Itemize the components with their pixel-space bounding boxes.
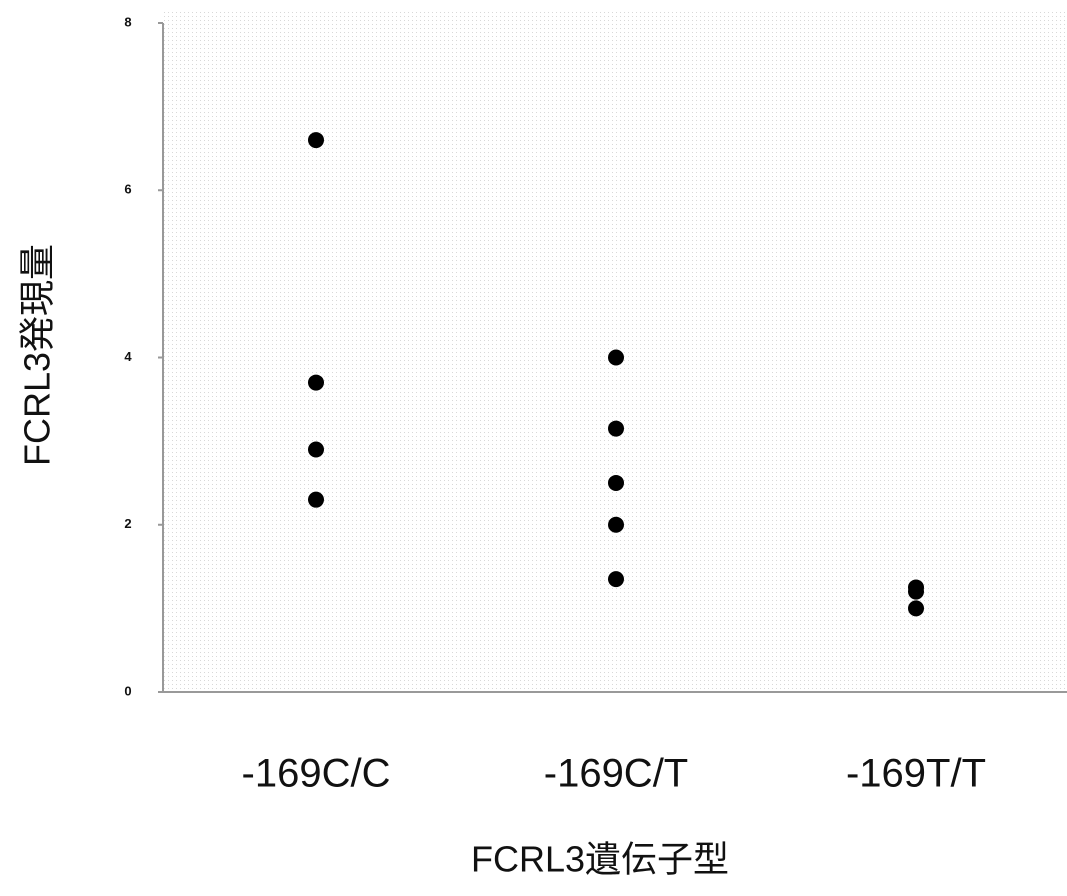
point [308,441,324,458]
point [608,571,624,588]
point [608,349,624,366]
y-tick-label: 6 [124,182,131,197]
point [308,491,324,508]
y-tick-label: 2 [124,516,131,531]
point [308,374,324,391]
y-axis-title: FCRL3発現量 [17,244,58,466]
point [608,420,624,437]
y-tick-label: 0 [124,683,131,698]
x-tick-label: -169T/T [846,752,986,796]
point [608,474,624,491]
point [908,600,924,617]
point [908,583,924,600]
x-tick-label: -169C/T [544,752,689,796]
y-tick-label: 8 [124,14,131,29]
x-axis-title: FCRL3遺伝子型 [471,839,729,880]
x-tick-label: -169C/C [242,752,391,796]
y-tick-label: 4 [124,349,132,364]
point [608,516,624,533]
point [308,132,324,149]
